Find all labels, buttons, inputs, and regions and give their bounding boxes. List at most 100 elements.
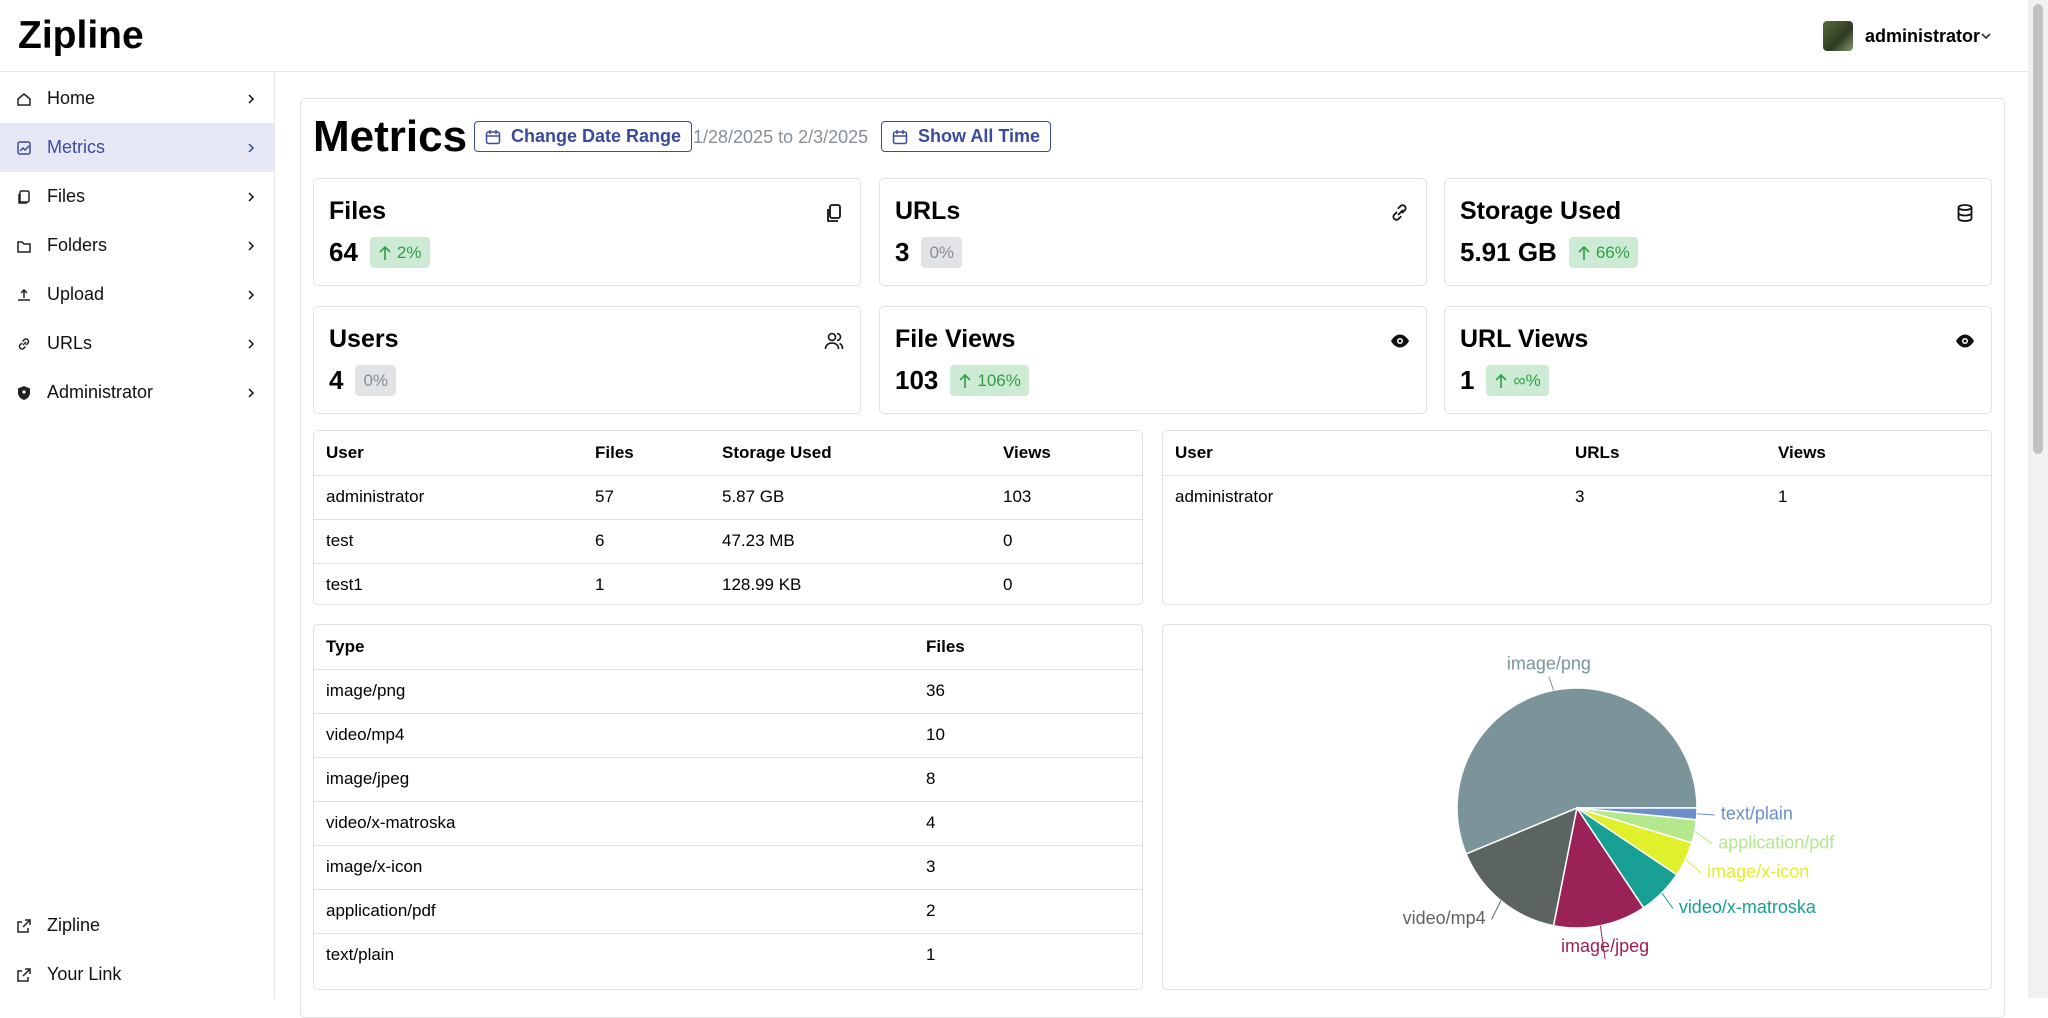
stat-card: URL Views 1 ∞% — [1444, 306, 1992, 414]
table-cell: 5.87 GB — [710, 475, 991, 520]
nav-icon — [17, 92, 31, 106]
table-cell: text/plain — [326, 945, 395, 965]
slice-label: text/plain — [1721, 804, 1793, 824]
leader-line — [1661, 892, 1674, 909]
nav-item[interactable]: Metrics — [0, 123, 274, 172]
pie-slice — [1552, 806, 1645, 929]
table-row: application/pdf 2 — [314, 889, 1142, 934]
table-cell: 57 — [583, 475, 710, 520]
nav-label: Metrics — [47, 137, 105, 157]
stat-icon — [1391, 334, 1409, 348]
table-row: image/jpeg 8 — [314, 757, 1142, 802]
chevron — [248, 387, 255, 398]
stat-value-row: 3 0% — [895, 237, 963, 268]
change-badge: 0% — [921, 237, 963, 268]
column-header: Type — [314, 625, 914, 670]
stat-card: Users 4 0% — [313, 306, 861, 414]
stat-value: 3 — [895, 237, 910, 267]
nav-label: Upload — [47, 284, 105, 304]
pie-slice — [1465, 806, 1579, 927]
stat-title: Storage Used — [1460, 197, 1622, 225]
scrollbar-thumb[interactable] — [2033, 4, 2043, 454]
column-header: User — [1163, 431, 1563, 476]
nav-item[interactable]: Files — [0, 172, 274, 221]
header: Zipline administrator — [0, 0, 2028, 72]
stat-value: 1 — [1460, 365, 1475, 395]
nav-item[interactable]: Administrator — [0, 368, 274, 417]
nav-item[interactable]: Home — [0, 74, 274, 123]
table-cell: video/mp4 — [314, 713, 914, 758]
stat-value-row: 1 ∞% — [1460, 365, 1549, 396]
nav-label: Home — [47, 88, 96, 108]
table-cell: 6 — [583, 519, 710, 564]
change-badge: 0% — [355, 365, 397, 396]
page-title: Metrics — [313, 112, 468, 161]
nav-icon — [18, 337, 30, 350]
stat-icon — [827, 204, 841, 222]
button-label: Show All Time — [918, 126, 1041, 146]
table-cell: 128.99 KB — [722, 575, 802, 595]
stat-card: Storage Used 5.91 GB 66% — [1444, 178, 1992, 286]
chevron — [248, 142, 255, 153]
chevron — [248, 289, 255, 300]
avatar[interactable] — [1823, 21, 1853, 51]
stat-card: URLs 3 0% — [879, 178, 1427, 286]
table-cell: 0 — [991, 519, 1142, 564]
change-badge: ∞% — [1486, 365, 1549, 396]
stat-value-row: 64 2% — [329, 237, 430, 268]
table-cell: image/x-icon — [314, 845, 914, 890]
scrollbar[interactable] — [2028, 0, 2048, 998]
stat-title: Files — [329, 197, 386, 225]
stat-icon — [824, 332, 844, 350]
leader-line — [1694, 831, 1713, 845]
column-header: Files — [914, 625, 1142, 670]
brand[interactable]: Zipline — [18, 14, 144, 57]
header-row: User URLs Views — [1163, 431, 1991, 476]
external-icon — [17, 967, 31, 982]
footer-link[interactable]: Your Link — [0, 950, 274, 999]
column-header: URLs — [1563, 431, 1766, 476]
table-row: image/png 36 — [314, 669, 1142, 714]
change-value: ∞% — [1513, 370, 1541, 390]
change-value: 0% — [363, 370, 389, 390]
table-row: image/x-icon 3 — [314, 845, 1142, 890]
table-cell: administrator — [1175, 487, 1274, 507]
table-row: text/plain 1 — [314, 933, 1142, 977]
stat-value-row: 4 0% — [329, 365, 397, 396]
table-cell: 1 — [1778, 487, 1788, 507]
table-cell: 3 — [914, 845, 1142, 890]
change-value: 2% — [396, 242, 422, 262]
stat-value: 64 — [329, 237, 358, 267]
nav-icon — [18, 189, 30, 204]
table-cell: 103 — [991, 475, 1142, 520]
nav-item[interactable]: Upload — [0, 270, 274, 319]
leader-line — [1548, 676, 1555, 691]
nav-item[interactable]: URLs — [0, 319, 274, 368]
nav-item[interactable]: Folders — [0, 221, 274, 270]
change-date-range-button[interactable]: Change Date Range — [474, 121, 693, 152]
slice-label: image/x-icon — [1707, 862, 1809, 882]
table-row: administrator 57 5.87 GB 103 — [314, 475, 1142, 520]
table-row: video/mp4 10 — [314, 713, 1142, 758]
chevron — [248, 191, 255, 202]
table-cell: test1 — [326, 575, 363, 595]
leader-line — [1685, 858, 1702, 874]
column-header: Views — [1766, 431, 1991, 476]
nav-icon — [17, 240, 31, 253]
user-menu[interactable]: administrator — [1865, 26, 1981, 46]
pie-slice — [1456, 687, 1698, 855]
stat-icon — [1392, 204, 1407, 221]
change-value: 0% — [929, 242, 955, 262]
show-all-time-button[interactable]: Show All Time — [881, 121, 1052, 152]
up-arrow — [379, 245, 391, 260]
table-cell: 2 — [914, 889, 1142, 934]
table-row: test1 1 128.99 KB 0 — [314, 563, 1142, 607]
nav-label: Files — [47, 186, 86, 206]
table-cell: 0 — [1003, 575, 1013, 595]
change-badge: 106% — [950, 365, 1029, 396]
pie-slice — [1576, 807, 1698, 821]
footer-link[interactable]: Zipline — [0, 901, 274, 950]
up-arrow — [1578, 245, 1590, 260]
table-cell: 1 — [595, 575, 605, 595]
leader-line — [1696, 813, 1715, 816]
